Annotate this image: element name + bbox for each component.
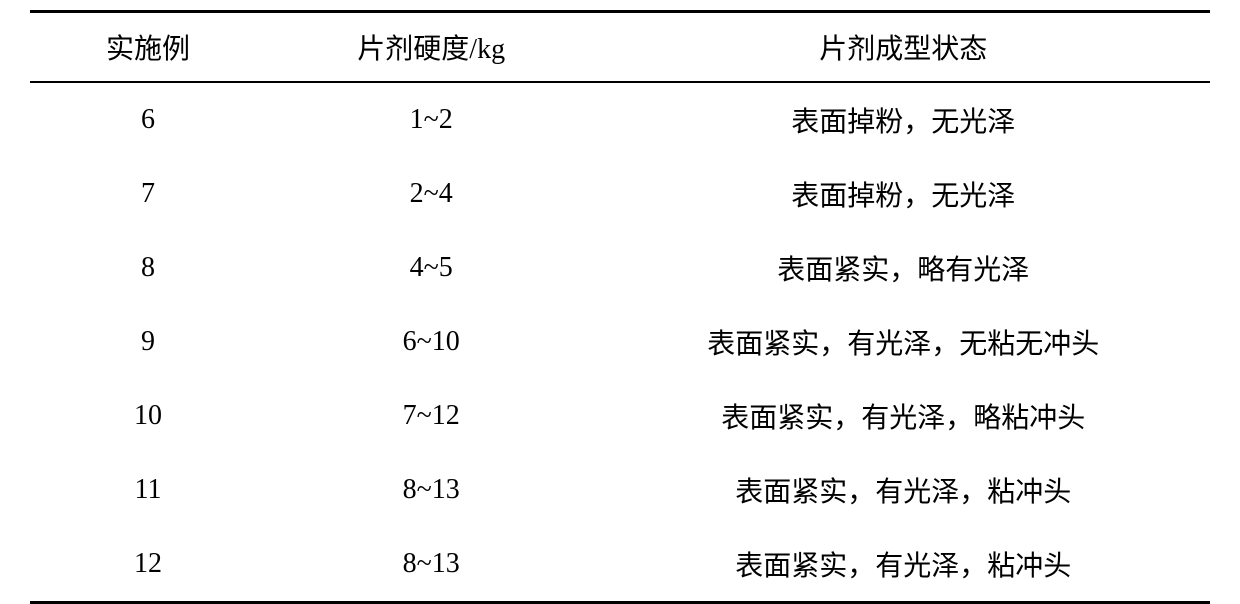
cell-hardness: 6~10 <box>266 305 596 379</box>
column-header-example: 实施例 <box>30 12 266 83</box>
table-row: 6 1~2 表面掉粉，无光泽 <box>30 82 1210 157</box>
cell-example: 11 <box>30 453 266 527</box>
cell-state: 表面紧实，有光泽，略粘冲头 <box>596 379 1210 453</box>
table-header-row: 实施例 片剂硬度/kg 片剂成型状态 <box>30 12 1210 83</box>
cell-hardness: 2~4 <box>266 157 596 231</box>
cell-state: 表面紧实，有光泽，粘冲头 <box>596 453 1210 527</box>
cell-state: 表面紧实，有光泽，无粘无冲头 <box>596 305 1210 379</box>
column-header-hardness: 片剂硬度/kg <box>266 12 596 83</box>
table-row: 7 2~4 表面掉粉，无光泽 <box>30 157 1210 231</box>
table-row: 11 8~13 表面紧实，有光泽，粘冲头 <box>30 453 1210 527</box>
cell-hardness: 4~5 <box>266 231 596 305</box>
table-row: 12 8~13 表面紧实，有光泽，粘冲头 <box>30 527 1210 603</box>
cell-example: 7 <box>30 157 266 231</box>
cell-state: 表面紧实，有光泽，粘冲头 <box>596 527 1210 603</box>
cell-hardness: 1~2 <box>266 82 596 157</box>
cell-example: 12 <box>30 527 266 603</box>
cell-hardness: 7~12 <box>266 379 596 453</box>
cell-example: 10 <box>30 379 266 453</box>
cell-example: 6 <box>30 82 266 157</box>
cell-example: 9 <box>30 305 266 379</box>
column-header-state: 片剂成型状态 <box>596 12 1210 83</box>
cell-state: 表面掉粉，无光泽 <box>596 157 1210 231</box>
table-row: 9 6~10 表面紧实，有光泽，无粘无冲头 <box>30 305 1210 379</box>
cell-hardness: 8~13 <box>266 453 596 527</box>
data-table: 实施例 片剂硬度/kg 片剂成型状态 6 1~2 表面掉粉，无光泽 7 2~4 … <box>30 10 1210 604</box>
table-row: 10 7~12 表面紧实，有光泽，略粘冲头 <box>30 379 1210 453</box>
table-row: 8 4~5 表面紧实，略有光泽 <box>30 231 1210 305</box>
cell-example: 8 <box>30 231 266 305</box>
cell-state: 表面紧实，略有光泽 <box>596 231 1210 305</box>
cell-hardness: 8~13 <box>266 527 596 603</box>
cell-state: 表面掉粉，无光泽 <box>596 82 1210 157</box>
